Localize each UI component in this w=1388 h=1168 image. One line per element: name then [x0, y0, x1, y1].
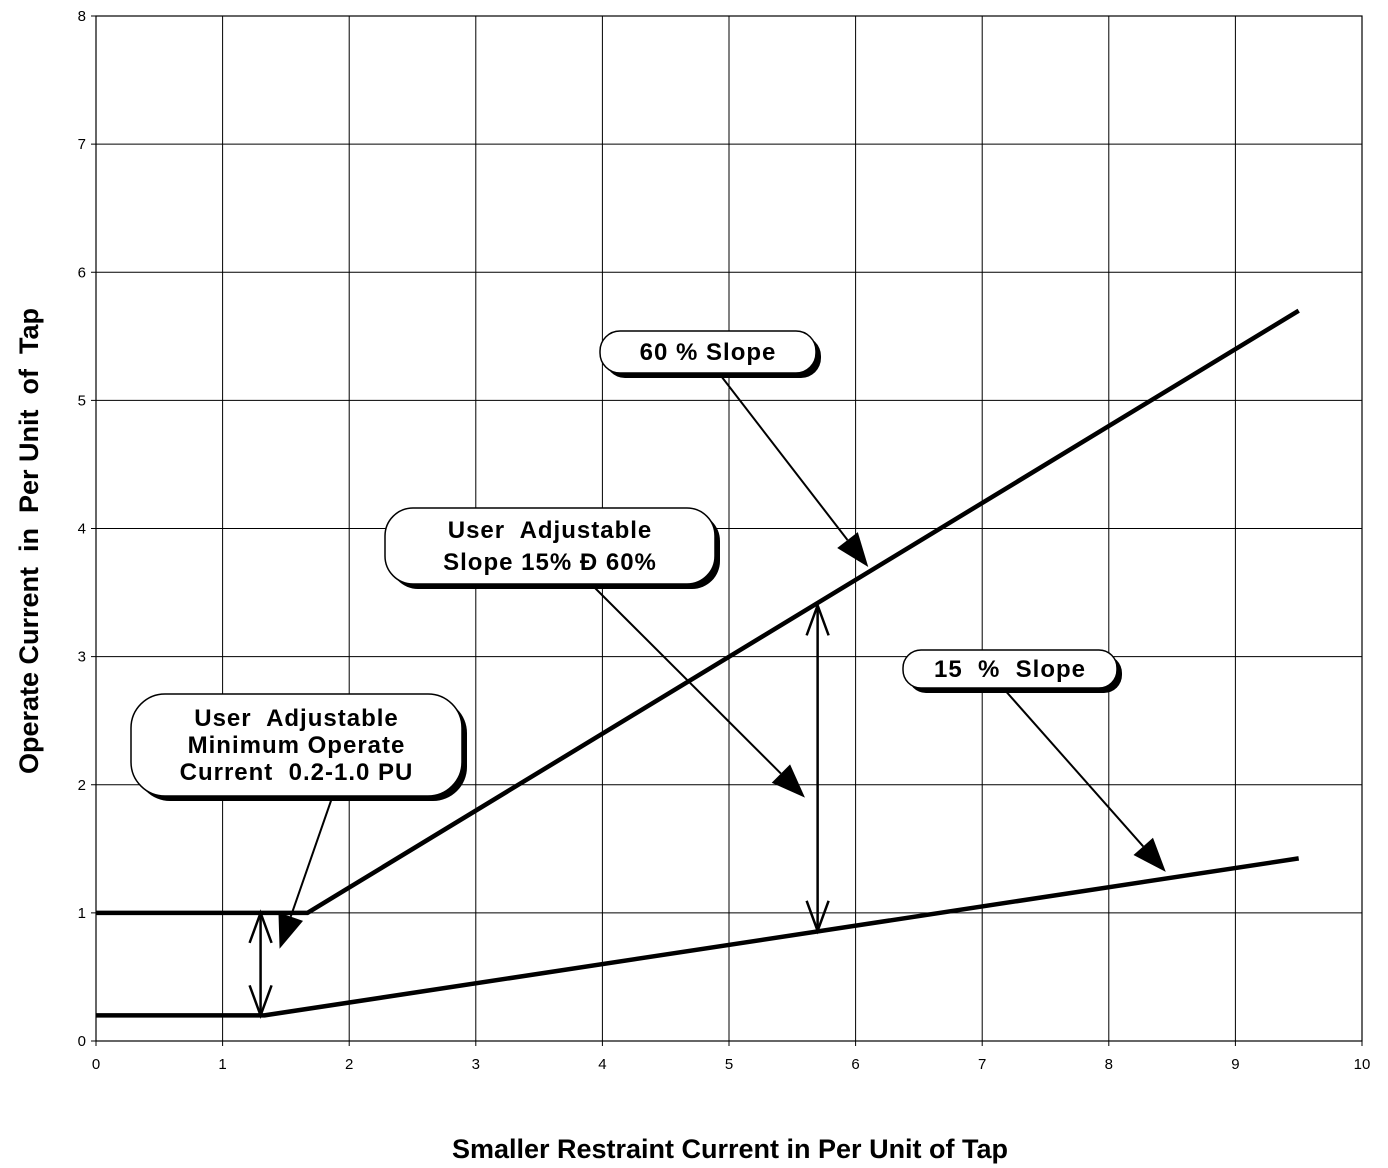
- x-tick-label: 6: [851, 1056, 859, 1073]
- y-axis-title: Operate Current in Per Unit of Tap: [14, 308, 44, 774]
- callout-arrowhead: [278, 912, 304, 949]
- y-tick-label: 0: [78, 1033, 86, 1050]
- callout-text-line: Slope 15% Ð 60%: [443, 549, 657, 576]
- callout-text-line: 15 % Slope: [934, 656, 1086, 683]
- x-tick-label: 2: [345, 1056, 353, 1073]
- callout-box: [599, 330, 817, 374]
- y-tick-label: 4: [78, 521, 86, 538]
- x-tick-label: 8: [1105, 1056, 1113, 1073]
- y-tick-label: 2: [78, 777, 86, 794]
- callout-text-line: Minimum Operate: [188, 732, 406, 759]
- y-tick-label: 7: [78, 136, 86, 153]
- x-tick-label: 5: [725, 1056, 733, 1073]
- dimension-head-bottom: [805, 900, 830, 935]
- callout-3: 15 % Slope: [902, 649, 1166, 872]
- x-tick-label: 10: [1354, 1056, 1371, 1073]
- callout-leader: [289, 794, 334, 917]
- y-tick-label: 8: [78, 8, 86, 25]
- y-tick-label: 5: [78, 392, 86, 409]
- callout-box: [130, 693, 463, 797]
- dimension-arrow-2: [805, 601, 830, 935]
- callout-arrowhead: [1133, 837, 1166, 872]
- y-tick-label: 3: [78, 649, 86, 666]
- series-line-2: [96, 856, 1300, 1018]
- callout-arrowhead: [837, 532, 869, 567]
- dimension-arrow-1: [248, 909, 273, 1020]
- x-tick-label: 0: [92, 1056, 100, 1073]
- callout-1: 60 % Slope: [599, 330, 869, 567]
- x-axis-title: Smaller Restraint Current in Per Unit of…: [452, 1134, 1008, 1164]
- dimension-arrows: [248, 601, 830, 1020]
- series-line-1: [96, 308, 1300, 916]
- grid: [91, 15, 1363, 1046]
- x-tick-label: 3: [472, 1056, 480, 1073]
- callout-leader: [589, 582, 782, 775]
- callout-leader: [717, 371, 849, 541]
- callout-box: [902, 649, 1118, 689]
- callout-2: User Adjustable Slope 15% Ð 60%: [384, 507, 805, 798]
- x-tick-label: 9: [1231, 1056, 1239, 1073]
- tick-labels: 0 1 2 3 4 5 6 7 8 9 10 0 1 2 3 4 5 6 7 8: [78, 8, 1371, 1073]
- callout-box: [384, 507, 716, 585]
- callout-leader: [1002, 687, 1144, 848]
- x-tick-label: 7: [978, 1056, 986, 1073]
- series-group: [96, 308, 1300, 1018]
- y-tick-label: 1: [78, 905, 86, 922]
- callout-arrowhead: [771, 764, 805, 798]
- dimension-head-top: [805, 601, 830, 636]
- x-tick-label: 4: [598, 1056, 606, 1073]
- callout-text-line: 60 % Slope: [640, 339, 777, 366]
- dimension-head-bottom: [248, 984, 273, 1020]
- y-tick-label: 6: [78, 264, 86, 281]
- callout-text-line: User Adjustable: [194, 705, 399, 732]
- x-tick-label: 1: [218, 1056, 226, 1073]
- dimension-head-top: [248, 909, 273, 944]
- callout-text-line: Current 0.2-1.0 PU: [180, 759, 414, 786]
- callout-text-line: User Adjustable: [448, 517, 653, 544]
- callouts: 60 % Slope User Adjustable Slope 15% Ð 60%…: [130, 330, 1166, 949]
